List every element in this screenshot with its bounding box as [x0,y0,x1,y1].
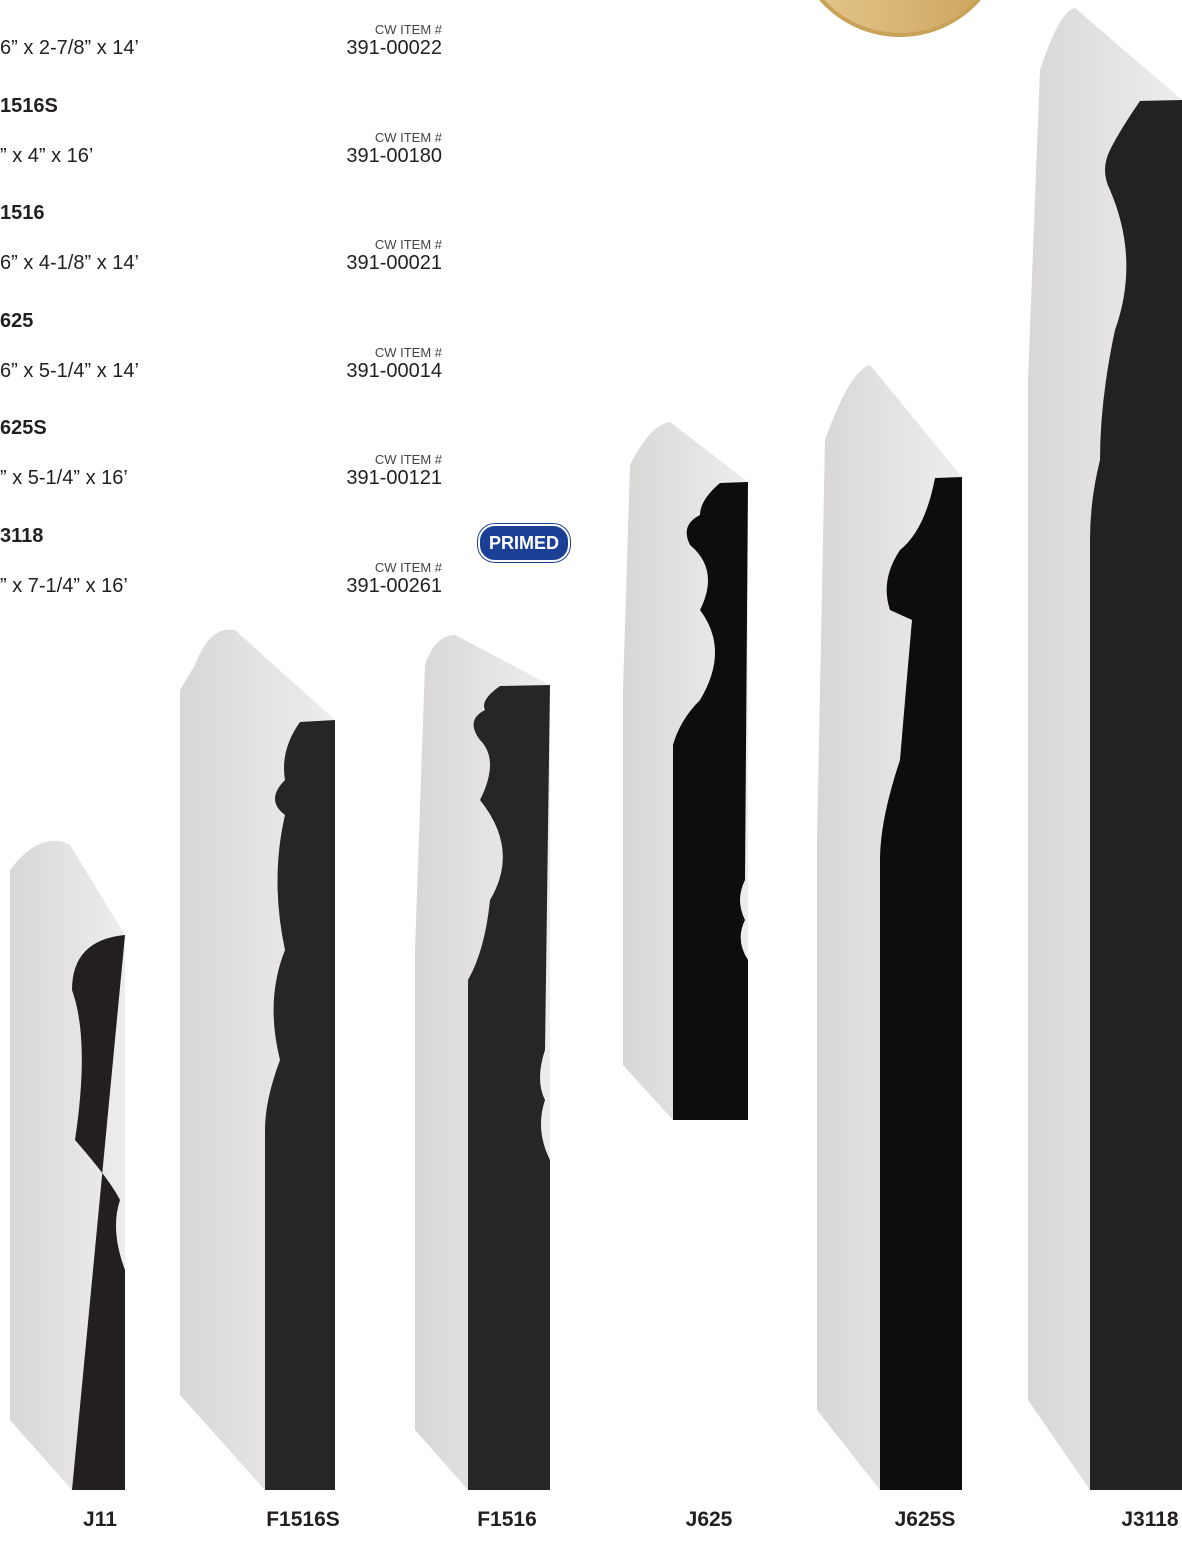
molding-profile [72,935,125,1490]
molding-profile [265,720,335,1490]
profile-label: F1516 [477,1508,537,1531]
wood-sample [819,0,981,37]
item-dimensions: 6” x 5-1/4” x 14’ [0,359,139,382]
molding-profile [880,477,962,1490]
primed-badge: PRIMED [478,524,570,562]
profile-label: J625 [685,1508,733,1531]
item-dimensions: ” x 5-1/4” x 16’ [0,467,128,490]
cw-label: CW ITEM # [374,237,442,253]
item-number: 391-00014 [346,359,442,382]
item-number: 391-00022 [346,37,442,59]
item-name: 1516 [0,202,45,225]
molding-profile [673,482,748,1120]
item-name: 3118 [0,525,44,547]
item-name: 625S [0,417,47,440]
item-name: 625 [0,309,34,332]
item-number: 391-00021 [346,252,442,275]
item-number: 391-00121 [346,467,442,490]
item-number: 391-00180 [346,144,442,167]
item-name: 1516S [0,94,58,117]
item-dimensions: 6” x 2-7/8” x 14’ [0,37,139,59]
profile-label: J625S [894,1508,956,1531]
item-dimensions: 6” x 4-1/8” x 14’ [0,252,139,275]
profile-label: J11 [83,1508,117,1531]
cw-label: CW ITEM # [374,129,442,145]
molding-profile [468,685,550,1490]
item-number: 391-00261 [346,575,442,597]
profile-label: F1516S [266,1508,340,1531]
cw-label: CW ITEM # [374,344,442,360]
molding-profile [1090,100,1182,1490]
item-dimensions: ” x 4” x 16’ [0,144,94,167]
cw-label: CW ITEM # [374,22,442,37]
profile-label: J3118 [1121,1508,1179,1531]
cw-label: CW ITEM # [374,560,442,575]
cw-label: CW ITEM # [374,452,442,468]
item-dimensions: ” x 7-1/4” x 16’ [0,575,128,597]
